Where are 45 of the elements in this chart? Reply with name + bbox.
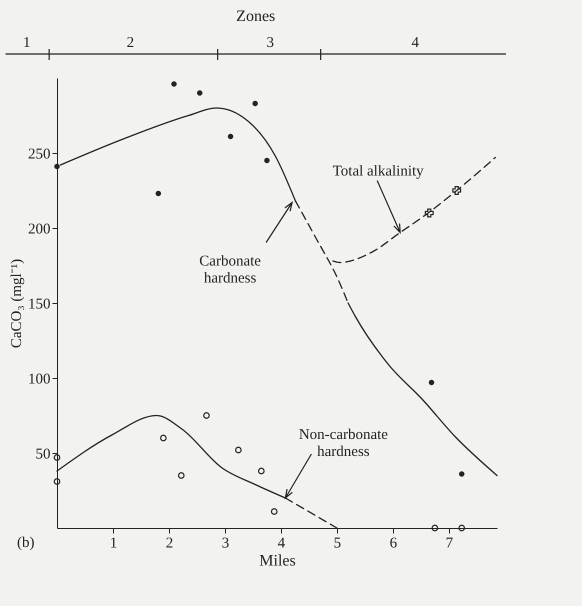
annotation: Non-carbonate hardness <box>298 427 388 460</box>
x-tick-label: 2 <box>166 536 174 552</box>
text: 2 <box>126 35 134 51</box>
point <box>458 524 466 532</box>
point <box>452 186 462 195</box>
point <box>424 208 434 218</box>
point <box>252 100 258 106</box>
point <box>228 134 234 140</box>
y-tick-label: 50 <box>36 446 50 462</box>
point <box>458 471 464 477</box>
point <box>432 524 438 532</box>
text: (b) <box>17 535 34 551</box>
point <box>54 164 60 170</box>
text: 3 <box>266 35 274 51</box>
point <box>235 446 242 454</box>
text: 1 <box>23 35 31 51</box>
point <box>203 412 210 419</box>
point <box>428 380 434 386</box>
x-tick-label: 7 <box>446 536 454 552</box>
y-tick-label: 250 <box>28 146 50 162</box>
point <box>197 90 202 96</box>
point <box>270 508 278 515</box>
x-tick-label: 6 <box>390 536 398 552</box>
y-tick-label: 100 <box>28 372 50 388</box>
line-series <box>332 156 496 264</box>
point <box>171 81 177 87</box>
x-tick-label: 3 <box>222 536 230 552</box>
text: Zones <box>236 8 276 25</box>
annotation: Carbonate hardness <box>199 254 262 286</box>
annotation: Total alkalinity <box>332 164 424 180</box>
x-tick-label: 4 <box>278 536 286 552</box>
point <box>264 158 270 164</box>
point <box>258 468 265 474</box>
point <box>160 434 167 442</box>
text: 4 <box>412 35 420 51</box>
point <box>54 454 60 461</box>
point <box>178 472 185 479</box>
x-tick-label: 5 <box>334 536 342 552</box>
y-axis-title: CaCO₃ (mgl⁻¹) <box>9 258 25 348</box>
point <box>156 190 162 196</box>
x-axis-title: Miles <box>259 552 296 570</box>
x-tick-label: 1 <box>110 536 118 552</box>
y-tick-label: 200 <box>28 222 50 238</box>
y-tick-label: 150 <box>28 296 50 312</box>
point <box>54 478 60 485</box>
